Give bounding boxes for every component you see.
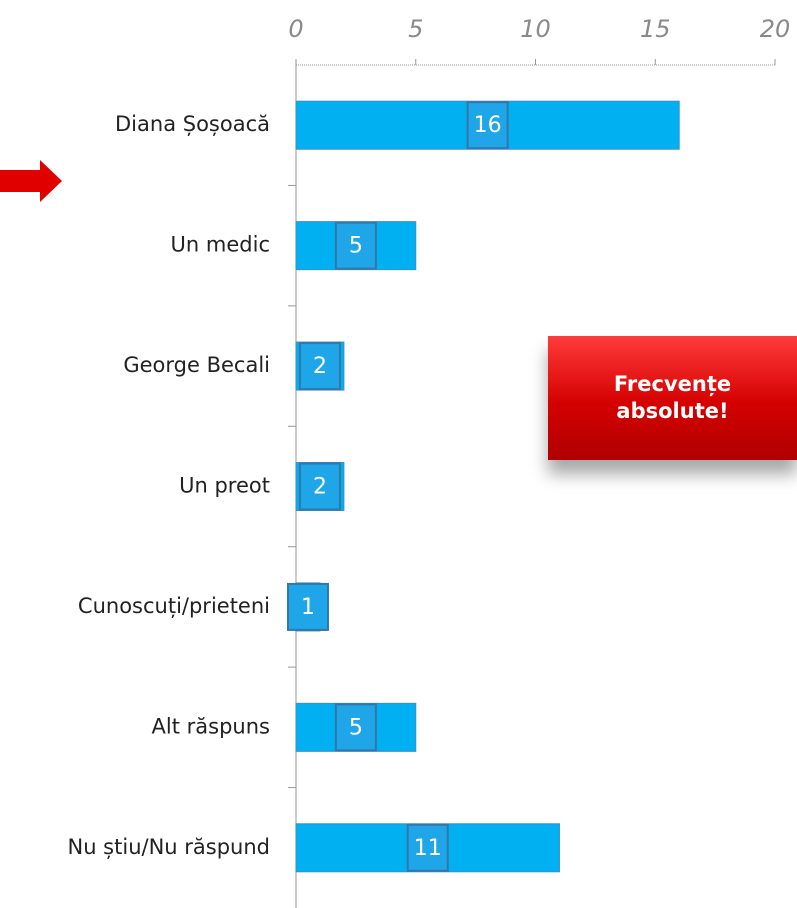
value-label-box: [298, 462, 341, 511]
y-tick-label: Alt răspuns: [152, 714, 270, 738]
value-label-box: [466, 101, 509, 150]
y-tick-label: Nu știu/Nu răspund: [67, 835, 270, 859]
value-label-box: [286, 582, 329, 631]
annotation: Frecvențe absolute!: [548, 336, 797, 460]
value-label-box: [406, 823, 449, 872]
value-label: 5: [349, 715, 363, 740]
value-label-box: [298, 342, 341, 391]
arrow: [0, 160, 62, 202]
value-label: 5: [349, 234, 363, 259]
y-tick-label: Un preot: [179, 474, 270, 498]
value-label: 1: [301, 595, 315, 620]
value-label: 11: [414, 836, 442, 861]
x-tick-label: 0: [288, 15, 303, 43]
value-label: 2: [313, 354, 327, 379]
y-tick-label: George Becali: [123, 353, 270, 377]
y-tick-label: Diana Șoșoacă: [115, 112, 270, 136]
x-tick-label: 15: [640, 15, 671, 43]
y-tick-label: Un medic: [171, 233, 270, 257]
x-tick-label: 10: [520, 15, 551, 43]
y-tick-label: Cunoscuți/prieteni: [78, 594, 270, 618]
value-label-box: [334, 703, 377, 752]
value-label: 16: [474, 113, 502, 138]
x-tick-label: 20: [760, 15, 791, 43]
value-label: 2: [313, 475, 327, 500]
x-tick-label: 5: [408, 15, 423, 43]
value-label-box: [334, 221, 377, 270]
